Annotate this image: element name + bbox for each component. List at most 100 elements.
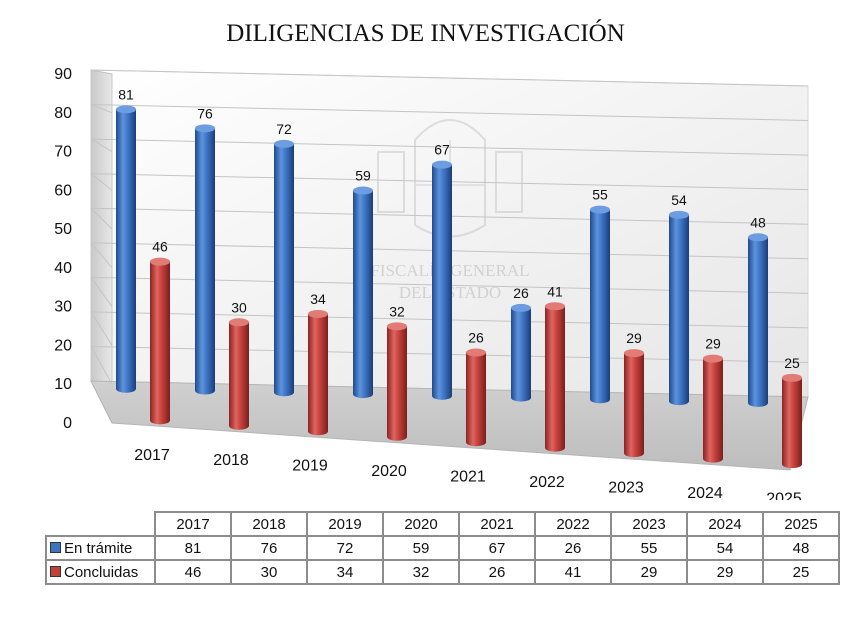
bar-concluidas xyxy=(703,358,723,463)
chart-area: FISCALÍA GENERAL DEL ESTADO 010203040506… xyxy=(54,66,809,500)
data-label: 59 xyxy=(355,168,371,184)
bar-concluidas-cap xyxy=(703,354,723,363)
table-cell: 55 xyxy=(610,535,688,561)
gridline-side xyxy=(90,104,113,114)
y-tick-label: 10 xyxy=(54,376,72,393)
table-cell: 81 xyxy=(154,535,232,561)
data-label: 54 xyxy=(671,192,687,208)
table-header-cell: 2017 xyxy=(154,511,232,537)
table-cell: 32 xyxy=(382,559,460,585)
bar-concluidas-cap xyxy=(782,373,802,382)
bar-concluidas-cap xyxy=(387,322,407,331)
table-row: Concluidas 46 30 34 32 26 41 29 29 25 xyxy=(45,559,840,585)
bar-en-tramite xyxy=(748,237,768,407)
bar-concluidas xyxy=(229,322,249,430)
legend-key xyxy=(50,565,61,577)
series-name-cell: En trámite xyxy=(45,535,156,561)
bar-en-tramite-cap xyxy=(432,160,452,169)
data-label: 48 xyxy=(750,214,766,230)
bar-concluidas-cap xyxy=(308,309,328,318)
bar-concluidas xyxy=(387,326,407,441)
table-cell: 46 xyxy=(154,559,232,585)
bar-en-tramite xyxy=(669,214,689,406)
bar-concluidas-cap xyxy=(624,349,644,358)
table-cell: 26 xyxy=(534,535,612,561)
bar-en-tramite-cap xyxy=(669,210,689,219)
y-tick-label: 40 xyxy=(54,260,72,277)
gridline-side xyxy=(90,277,113,307)
bar-en-tramite xyxy=(590,209,610,404)
gridline-side xyxy=(90,138,113,152)
table-header-cell: 2023 xyxy=(610,511,688,537)
bar-en-tramite xyxy=(353,190,373,399)
x-tick-label: 2019 xyxy=(292,458,328,475)
y-tick-label: 0 xyxy=(63,415,72,432)
table-header-cell: 2022 xyxy=(534,511,612,537)
data-label: 29 xyxy=(626,330,642,346)
bars: 81 46 76 30 72 34 59 32 67 26 26 41 55 29 54 29 48 25 xyxy=(116,86,802,469)
table-cell: 76 xyxy=(230,535,308,561)
bar-concluidas xyxy=(466,352,486,447)
bar-en-tramite-cap xyxy=(353,186,373,195)
table-cell: 48 xyxy=(762,535,840,561)
bar-en-tramite xyxy=(432,164,452,400)
bar-en-tramite xyxy=(274,143,294,397)
y-tick-label: 30 xyxy=(54,299,72,316)
gridline xyxy=(90,104,809,122)
bar-concluidas xyxy=(545,306,565,452)
x-tick-label: 2017 xyxy=(134,447,170,464)
y-axis-ticks: 0 10 20 30 40 50 60 70 80 90 xyxy=(54,66,72,432)
x-tick-label: 2025 xyxy=(766,491,802,500)
table-header-cell: 2024 xyxy=(686,511,764,537)
gridline-side xyxy=(90,69,113,75)
x-tick-label: 2024 xyxy=(687,485,723,500)
data-label: 30 xyxy=(231,299,247,315)
bar-en-tramite-cap xyxy=(511,303,531,312)
bar-concluidas xyxy=(624,353,644,458)
bar-concluidas-cap xyxy=(545,302,565,311)
x-tick-label: 2022 xyxy=(529,474,565,491)
data-label: 26 xyxy=(513,285,529,301)
bar-en-tramite xyxy=(116,109,136,393)
bar-en-tramite-cap xyxy=(195,124,215,133)
gridline xyxy=(90,69,809,87)
bar-en-tramite xyxy=(511,307,531,402)
y-tick-label: 70 xyxy=(54,144,72,161)
bar-en-tramite-cap xyxy=(116,105,136,114)
data-label: 72 xyxy=(276,121,292,137)
bar-en-tramite-cap xyxy=(748,233,768,242)
gridline-side xyxy=(90,311,113,346)
series-name: Concluidas xyxy=(64,563,139,581)
table-cell: 34 xyxy=(306,559,384,585)
data-label: 81 xyxy=(118,86,134,102)
data-label: 26 xyxy=(468,330,484,346)
bar-en-tramite-cap xyxy=(274,139,294,148)
data-table: 2017 2018 2019 2020 2021 2022 2023 2024 2025 En … xyxy=(45,511,840,585)
y-tick-label: 80 xyxy=(54,105,72,122)
x-tick-label: 2020 xyxy=(371,463,407,480)
gridline-side xyxy=(90,346,113,385)
data-label: 32 xyxy=(389,303,405,319)
bar-en-tramite-cap xyxy=(590,205,610,214)
table-cell: 26 xyxy=(458,559,536,585)
table-cell: 30 xyxy=(230,559,308,585)
data-label: 34 xyxy=(310,291,326,307)
table-cell: 54 xyxy=(686,535,764,561)
x-tick-label: 2018 xyxy=(213,452,249,469)
y-tick-label: 90 xyxy=(54,66,72,83)
bar-concluidas-cap xyxy=(466,348,486,357)
table-corner xyxy=(46,512,155,536)
data-label: 67 xyxy=(434,142,450,158)
y-tick-label: 50 xyxy=(54,221,72,238)
data-label: 76 xyxy=(197,105,213,121)
table-cell: 25 xyxy=(762,559,840,585)
x-tick-label: 2021 xyxy=(450,469,486,486)
data-label: 46 xyxy=(152,239,168,255)
table-cell: 59 xyxy=(382,535,460,561)
table-header-cell: 2018 xyxy=(230,511,308,537)
data-label: 29 xyxy=(705,336,721,352)
table-cell: 41 xyxy=(534,559,612,585)
gridline-side xyxy=(90,242,113,269)
table-cell: 29 xyxy=(610,559,688,585)
series-name: En trámite xyxy=(64,539,133,557)
